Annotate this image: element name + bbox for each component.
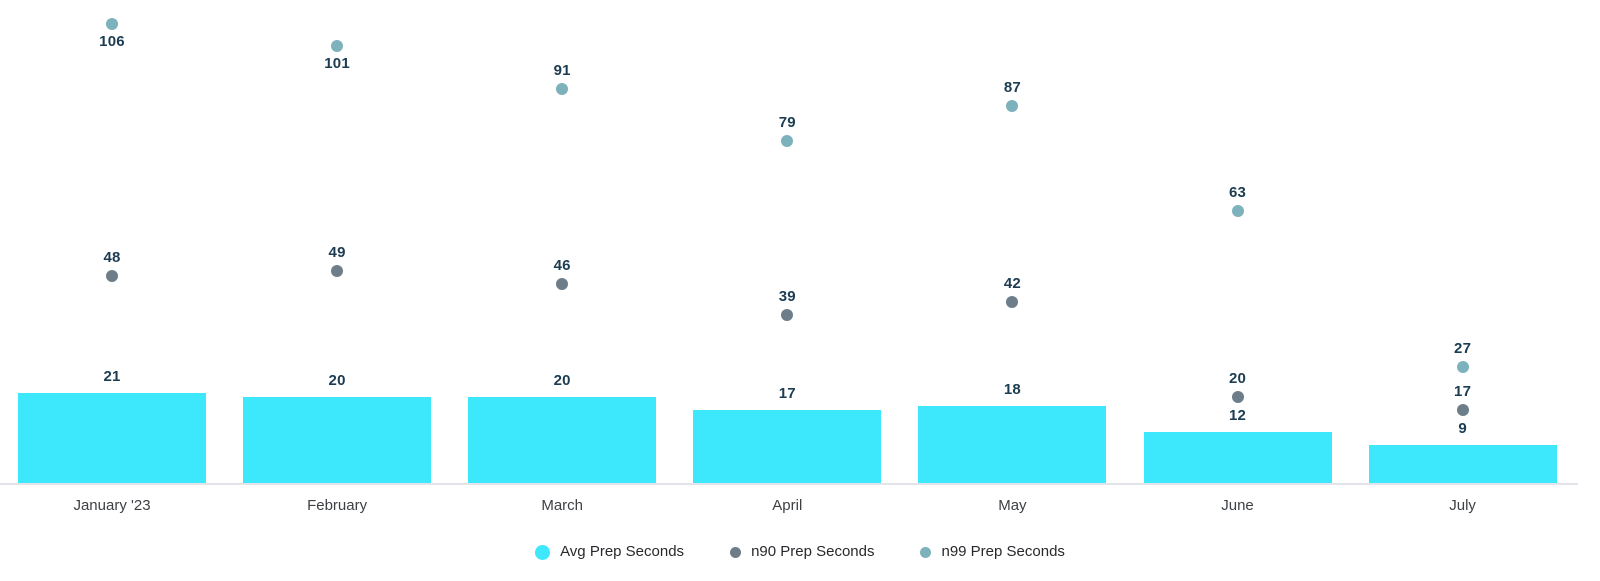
n90-dot[interactable]	[106, 269, 118, 282]
n90-dot[interactable]	[1006, 295, 1019, 308]
n99-dot[interactable]	[556, 83, 569, 96]
avg-prep-bar[interactable]	[1368, 444, 1557, 484]
n99-dot[interactable]	[1006, 100, 1019, 113]
n99-dot[interactable]	[106, 17, 118, 30]
legend-item-avg[interactable]: Avg Prep Seconds	[535, 543, 684, 561]
x-axis-label: July	[1449, 497, 1476, 514]
value-label: 17	[778, 385, 796, 403]
value-label: 48	[103, 248, 121, 266]
avg-prep-bar[interactable]	[243, 397, 432, 484]
n90-dot[interactable]	[556, 278, 569, 291]
legend-swatch-icon	[730, 546, 742, 558]
value-label: 20	[1228, 370, 1247, 388]
x-axis-line	[0, 483, 1578, 485]
n99-dot[interactable]	[331, 39, 344, 52]
value-label: 79	[778, 114, 796, 132]
value-label: 17	[1454, 383, 1472, 401]
value-label: 106	[99, 32, 125, 50]
n99-dot[interactable]	[1456, 360, 1469, 373]
x-axis-label: June	[1221, 497, 1254, 514]
legend: Avg Prep Seconds n90 Prep Seconds n99 Prep…	[0, 538, 1600, 566]
x-axis-label: May	[998, 497, 1027, 514]
legend-item-n99[interactable]: n99 Prep Seconds	[920, 543, 1065, 561]
avg-prep-bar[interactable]	[693, 410, 882, 484]
x-axis-label: February	[307, 497, 368, 514]
value-label: 91	[553, 62, 571, 80]
value-label: 39	[778, 287, 796, 305]
n90-dot[interactable]	[1456, 404, 1469, 417]
value-label: 20	[553, 372, 571, 390]
value-label: 46	[553, 257, 571, 275]
x-axis-label: March	[541, 497, 584, 514]
avg-prep-bar[interactable]	[18, 392, 206, 484]
value-label: 101	[324, 54, 350, 72]
legend-item-n90[interactable]: n90 Prep Seconds	[730, 543, 874, 561]
n90-dot[interactable]	[1231, 391, 1244, 404]
value-label: 20	[328, 372, 346, 390]
value-label: 21	[103, 367, 121, 385]
n99-dot[interactable]	[1231, 204, 1244, 217]
x-axis-label: April	[772, 497, 803, 514]
x-axis-label: January '23	[73, 497, 151, 514]
value-label: 12	[1228, 406, 1247, 424]
legend-swatch-icon	[920, 546, 932, 558]
n90-dot[interactable]	[331, 265, 344, 278]
legend-label: n90 Prep Seconds	[751, 543, 875, 560]
value-label: 27	[1454, 339, 1472, 357]
n90-dot[interactable]	[781, 308, 794, 321]
value-label: 42	[1003, 274, 1021, 292]
avg-prep-bar[interactable]	[918, 405, 1107, 484]
legend-swatch-icon	[535, 544, 551, 560]
value-label: 18	[1003, 380, 1021, 398]
value-label: 63	[1228, 183, 1247, 201]
avg-prep-bar[interactable]	[468, 397, 657, 484]
legend-label: Avg Prep Seconds	[560, 543, 685, 560]
value-label: 87	[1003, 79, 1021, 97]
value-label: 49	[328, 244, 346, 262]
value-label: 9	[1458, 419, 1467, 437]
avg-prep-bar[interactable]	[1143, 431, 1332, 484]
n99-dot[interactable]	[781, 135, 794, 148]
legend-label: n99 Prep Seconds	[941, 543, 1065, 560]
